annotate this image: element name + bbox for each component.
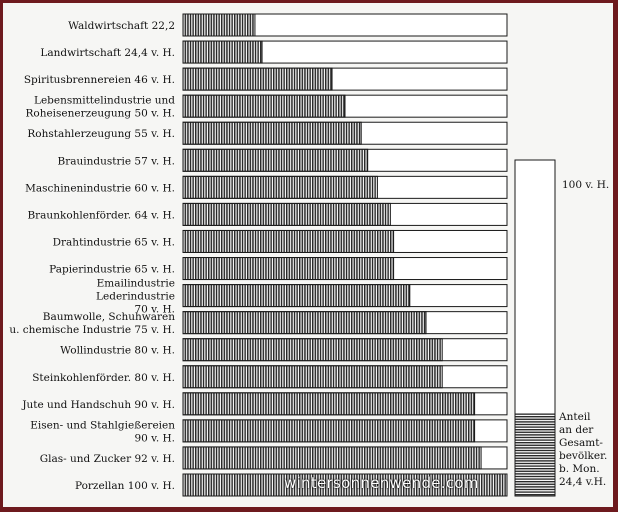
category-label: 70 v. H.: [134, 304, 175, 316]
bar-10-value: [182, 257, 395, 281]
category-label: Braunkohlenförder. 64 v. H.: [27, 209, 175, 221]
watermark: wintersonnenwende.com: [284, 474, 479, 492]
category-label: Drahtindustrie 65 v. H.: [53, 236, 175, 248]
bar-14-value: [182, 365, 443, 389]
comparison-caption: b. Mon.: [559, 463, 600, 475]
bar-6-value: [182, 148, 369, 172]
category-label: Emailindustrie: [97, 278, 175, 290]
bar-9-value: [182, 229, 395, 253]
comparison-caption: an der: [559, 424, 594, 436]
bars-layer: [182, 13, 508, 497]
comparison-caption: 24,4 v.H.: [559, 476, 606, 488]
category-label: Baumwolle, Schuhwaren: [43, 311, 175, 323]
bar-3-value: [182, 67, 333, 91]
category-label: Jute und Handschuh 90 v. H.: [21, 399, 175, 411]
comparison-caption: Anteil: [558, 411, 591, 423]
category-label: Rohstahlerzeugung 55 v. H.: [27, 128, 175, 140]
category-label: Waldwirtschaft 22,2: [68, 20, 175, 32]
bar-15-value: [182, 392, 476, 416]
category-label: Brauindustrie 57 v. H.: [58, 155, 175, 167]
category-label: Wollindustrie 80 v. H.: [60, 345, 175, 357]
bar-16-value: [182, 419, 476, 443]
bar-13-value: [182, 338, 443, 362]
category-label: u. chemische Industrie 75 v. H.: [9, 324, 175, 336]
comparison-top-label: 100 v. H.: [562, 179, 609, 191]
bar-11-value: [182, 284, 411, 308]
category-label: Glas- und Zucker 92 v. H.: [40, 453, 175, 465]
category-label: Roheisenerzeugung 50 v. H.: [25, 108, 175, 120]
category-label: Eisen- und Stahlgießereien: [30, 419, 175, 431]
bar-17-value: [182, 446, 482, 470]
comparison-caption: Gesamt-: [559, 437, 603, 449]
bar-8-value: [182, 202, 391, 226]
category-label: Steinkohlenförder. 80 v. H.: [32, 372, 175, 384]
bar-12-value: [182, 311, 427, 335]
category-label: Landwirtschaft 24,4 v. H.: [40, 47, 175, 59]
category-label: Maschinenindustrie 60 v. H.: [25, 182, 175, 194]
category-label: Porzellan 100 v. H.: [75, 480, 175, 492]
category-label: 90 v. H.: [134, 432, 175, 444]
bar-1-value: [182, 13, 256, 37]
bar-2-value: [182, 40, 263, 64]
category-label: Spiritusbrennereien 46 v. H.: [24, 74, 175, 86]
bar-18-value: [182, 473, 508, 497]
category-label: Lederindustrie: [96, 291, 175, 303]
bar-5-value: [182, 121, 362, 145]
category-label: Lebensmittelindustrie und: [34, 95, 175, 107]
comparison-value: [514, 413, 556, 497]
comparison-caption: bevölker.: [559, 450, 607, 462]
labels-layer: Waldwirtschaft 22,2 Landwirtschaft 24,4 v…: [9, 20, 175, 492]
category-label: Papierindustrie 65 v. H.: [49, 264, 175, 276]
bar-7-value: [182, 175, 378, 199]
bar-4-value: [182, 94, 346, 118]
